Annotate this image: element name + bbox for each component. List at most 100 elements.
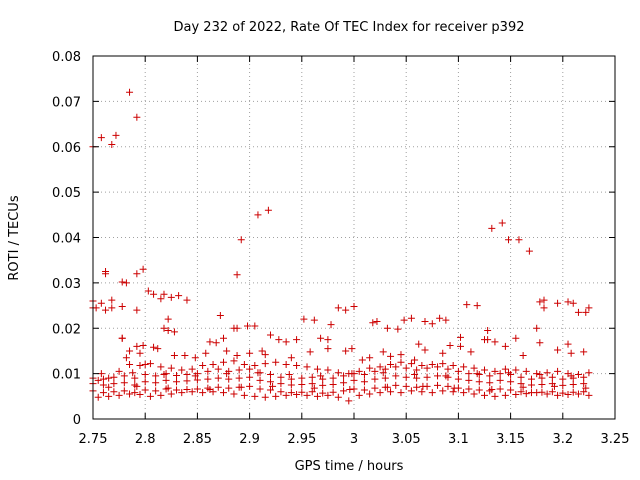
- data-point: [413, 383, 421, 391]
- data-point: [585, 391, 593, 399]
- data-point: [251, 361, 259, 369]
- data-point: [358, 356, 366, 364]
- data-point: [329, 381, 337, 389]
- data-point: [287, 375, 295, 383]
- data-point: [141, 386, 149, 394]
- data-point: [237, 236, 245, 244]
- data-point: [282, 361, 290, 369]
- data-point: [193, 385, 201, 393]
- y-tick-label: 0: [73, 413, 81, 428]
- data-point: [574, 308, 582, 316]
- chart-title: Day 232 of 2022, Rate Of TEC Index for r…: [174, 20, 525, 35]
- data-point: [421, 317, 429, 325]
- data-point: [559, 389, 567, 397]
- data-point: [470, 364, 478, 372]
- data-point: [360, 386, 368, 394]
- data-point: [400, 316, 408, 324]
- data-point: [157, 391, 165, 399]
- data-point: [277, 380, 285, 388]
- data-point: [324, 336, 332, 344]
- data-point: [434, 363, 442, 371]
- data-point: [157, 295, 165, 303]
- data-point: [397, 351, 405, 359]
- data-point: [505, 369, 513, 377]
- data-point: [371, 367, 379, 375]
- data-point: [254, 211, 262, 219]
- y-tick-label: 0.03: [52, 277, 81, 292]
- data-point: [99, 381, 107, 389]
- x-tick-label: 2.75: [79, 432, 108, 447]
- data-point: [527, 375, 535, 383]
- data-point: [240, 391, 248, 399]
- data-point: [580, 388, 588, 396]
- data-point: [355, 367, 363, 375]
- data-point: [512, 390, 520, 398]
- data-point: [150, 290, 158, 298]
- data-point: [366, 364, 374, 372]
- data-point: [173, 371, 181, 379]
- data-point: [533, 389, 541, 397]
- data-point: [538, 374, 546, 382]
- data-point: [491, 338, 499, 346]
- data-point: [110, 380, 118, 388]
- y-axis-label: ROTI / TECUs: [7, 195, 22, 280]
- data-point: [465, 370, 473, 378]
- y-tick-label: 0.06: [52, 141, 81, 156]
- y-tick-label: 0.02: [52, 322, 81, 337]
- data-point: [413, 374, 421, 382]
- x-tick-label: 2.95: [287, 432, 316, 447]
- data-point: [550, 382, 558, 390]
- data-point: [126, 390, 134, 398]
- data-point: [136, 349, 144, 357]
- data-point: [381, 365, 389, 373]
- data-point: [133, 270, 141, 278]
- data-point: [220, 334, 227, 342]
- data-point: [559, 381, 567, 389]
- data-point: [488, 224, 496, 232]
- data-points: [89, 88, 593, 405]
- data-point: [94, 393, 102, 401]
- data-point: [536, 339, 544, 347]
- data-point: [373, 317, 381, 325]
- data-point: [126, 88, 134, 96]
- data-point: [383, 383, 391, 391]
- data-point: [108, 140, 116, 148]
- data-point: [512, 334, 520, 342]
- x-axis-label: GPS time / hours: [295, 459, 404, 474]
- data-point: [146, 392, 154, 400]
- data-point: [522, 390, 530, 398]
- data-point: [97, 370, 105, 378]
- data-point: [230, 390, 238, 398]
- data-point: [342, 347, 350, 355]
- data-point: [160, 324, 168, 332]
- data-point: [402, 382, 410, 390]
- data-point: [256, 376, 264, 384]
- data-point: [501, 391, 509, 399]
- data-point: [108, 296, 116, 304]
- data-point: [285, 371, 293, 379]
- data-point: [120, 379, 128, 387]
- data-point: [183, 371, 191, 379]
- data-point: [94, 376, 102, 384]
- data-point: [183, 386, 191, 394]
- data-point: [266, 378, 274, 386]
- data-point: [97, 299, 105, 307]
- data-point: [580, 348, 588, 356]
- data-point: [269, 382, 277, 390]
- data-point: [407, 314, 415, 322]
- data-point: [188, 365, 196, 373]
- x-tick-label: 3.25: [601, 432, 630, 447]
- data-point: [199, 389, 207, 397]
- data-point: [428, 361, 436, 369]
- x-axis-ticks: 2.75 2.8 2.85 2.9 2.95 3 3.05 3.1 3.15 3.2 3.25: [79, 56, 630, 447]
- data-point: [329, 388, 337, 396]
- data-point: [141, 378, 149, 386]
- data-point: [246, 365, 254, 373]
- data-point: [256, 385, 264, 393]
- data-point: [569, 388, 577, 396]
- data-point: [237, 383, 245, 391]
- data-point: [108, 304, 116, 312]
- data-point: [105, 383, 113, 391]
- data-point: [126, 361, 134, 369]
- data-point: [348, 345, 356, 353]
